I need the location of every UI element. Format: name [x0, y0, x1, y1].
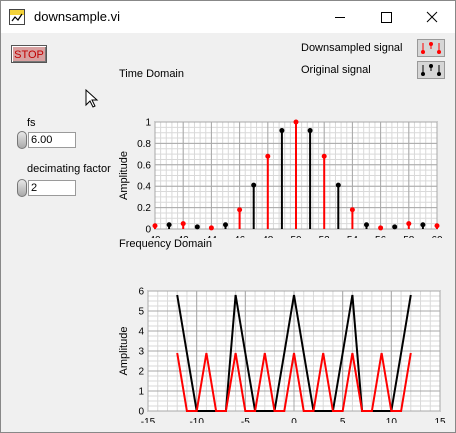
downsampled-signal-point — [265, 153, 271, 159]
x-tick-label: 48 — [262, 235, 274, 238]
original-signal-point — [194, 224, 200, 230]
downsampled-signal-point — [208, 225, 214, 231]
x-tick-label: 40 — [149, 235, 161, 238]
original-signal-point — [420, 222, 426, 228]
minimize-icon[interactable] — [317, 1, 363, 33]
decimating-factor-label: decimating factor — [27, 163, 111, 175]
downsampled-signal-point — [237, 207, 243, 213]
y-tick-label: 3 — [138, 347, 144, 358]
original-signal-point — [279, 128, 285, 134]
x-tick-label: -15 — [141, 417, 156, 423]
x-tick-label: 52 — [319, 235, 331, 238]
decimating-factor-spinner[interactable] — [17, 179, 27, 197]
downsampled-signal-line — [176, 352, 412, 412]
y-tick-label: 4 — [138, 327, 144, 338]
time-domain-graph[interactable]: Time Domain 40 42 44 46 48 50 52 54 56 58 60 0 0.2 0.4… — [101, 63, 451, 238]
y-axis-label: Amplitude — [118, 327, 130, 376]
maximize-icon[interactable] — [363, 1, 409, 33]
mouse-cursor-icon — [85, 89, 99, 108]
y-tick-label: 0.4 — [137, 182, 151, 193]
x-tick-label: 44 — [206, 235, 218, 238]
y-tick-label: 5 — [138, 307, 144, 318]
labview-vi-icon — [9, 9, 25, 25]
original-signal-point — [166, 222, 172, 228]
chart-title: Frequency Domain — [119, 238, 212, 250]
close-icon[interactable] — [409, 1, 455, 33]
downsampled-signal-point — [406, 221, 412, 227]
original-signal-point — [335, 182, 341, 188]
downsampled-signal-point — [152, 223, 158, 229]
y-tick-label: 0.6 — [137, 160, 151, 171]
x-tick-label: 58 — [403, 235, 415, 238]
x-tick-label: 56 — [375, 235, 387, 238]
x-tick-label: 10 — [386, 417, 398, 423]
downsampled-signal-point — [434, 223, 440, 229]
downsampled-signal-point — [293, 119, 299, 125]
x-tick-label: 60 — [431, 235, 443, 238]
chart-title: Time Domain — [119, 68, 184, 80]
legend-original-plot[interactable] — [417, 61, 445, 79]
x-tick-label: 42 — [178, 235, 190, 238]
y-tick-label: 6 — [138, 287, 144, 298]
y-axis-label: Amplitude — [118, 151, 130, 200]
stop-button[interactable]: STOP — [11, 45, 47, 63]
x-tick-label: -10 — [189, 417, 204, 423]
x-tick-label: 54 — [347, 235, 359, 238]
legend-downsampled-label: Downsampled signal — [301, 42, 403, 54]
y-tick-label: 1 — [145, 118, 151, 129]
title-bar[interactable]: downsample.vi — [1, 1, 455, 33]
y-tick-label: 0 — [145, 225, 151, 236]
y-tick-label: 0 — [138, 407, 144, 418]
x-tick-label: 5 — [340, 417, 346, 423]
downsampled-signal-point — [180, 221, 186, 227]
decimating-factor-input[interactable]: 2 — [28, 180, 76, 196]
original-signal-point — [307, 128, 313, 134]
x-tick-label: 0 — [291, 417, 297, 423]
fs-label: fs — [27, 117, 36, 129]
legend-downsampled-plot[interactable] — [417, 39, 445, 57]
front-panel: STOP Downsampled signal Original signal … — [1, 33, 455, 432]
x-tick-label: 15 — [434, 417, 446, 423]
legend-original-swatch-icon — [421, 64, 441, 76]
window-title: downsample.vi — [34, 9, 120, 24]
legend-downsampled-swatch-icon — [421, 42, 441, 54]
y-tick-label: 1 — [138, 387, 144, 398]
y-tick-label: 0.2 — [137, 203, 151, 214]
downsampled-signal-point — [349, 207, 355, 213]
legend-original-label: Original signal — [301, 64, 371, 76]
x-tick-label: 50 — [290, 235, 302, 238]
original-signal-point — [392, 224, 398, 230]
x-tick-label: -5 — [241, 417, 250, 423]
original-signal-point — [251, 182, 257, 188]
y-tick-label: 0.8 — [137, 139, 151, 150]
fs-input[interactable]: 6.00 — [28, 132, 76, 148]
frequency-domain-graph[interactable]: Frequency Domain-15-10-50510150123456Fre… — [101, 233, 451, 423]
original-signal-point — [223, 222, 228, 228]
downsampled-signal-point — [321, 153, 327, 159]
downsampled-signal-point — [378, 225, 384, 231]
y-tick-label: 2 — [138, 367, 144, 378]
x-tick-label: 46 — [234, 235, 246, 238]
fs-spinner[interactable] — [17, 131, 27, 149]
original-signal-point — [364, 222, 369, 228]
